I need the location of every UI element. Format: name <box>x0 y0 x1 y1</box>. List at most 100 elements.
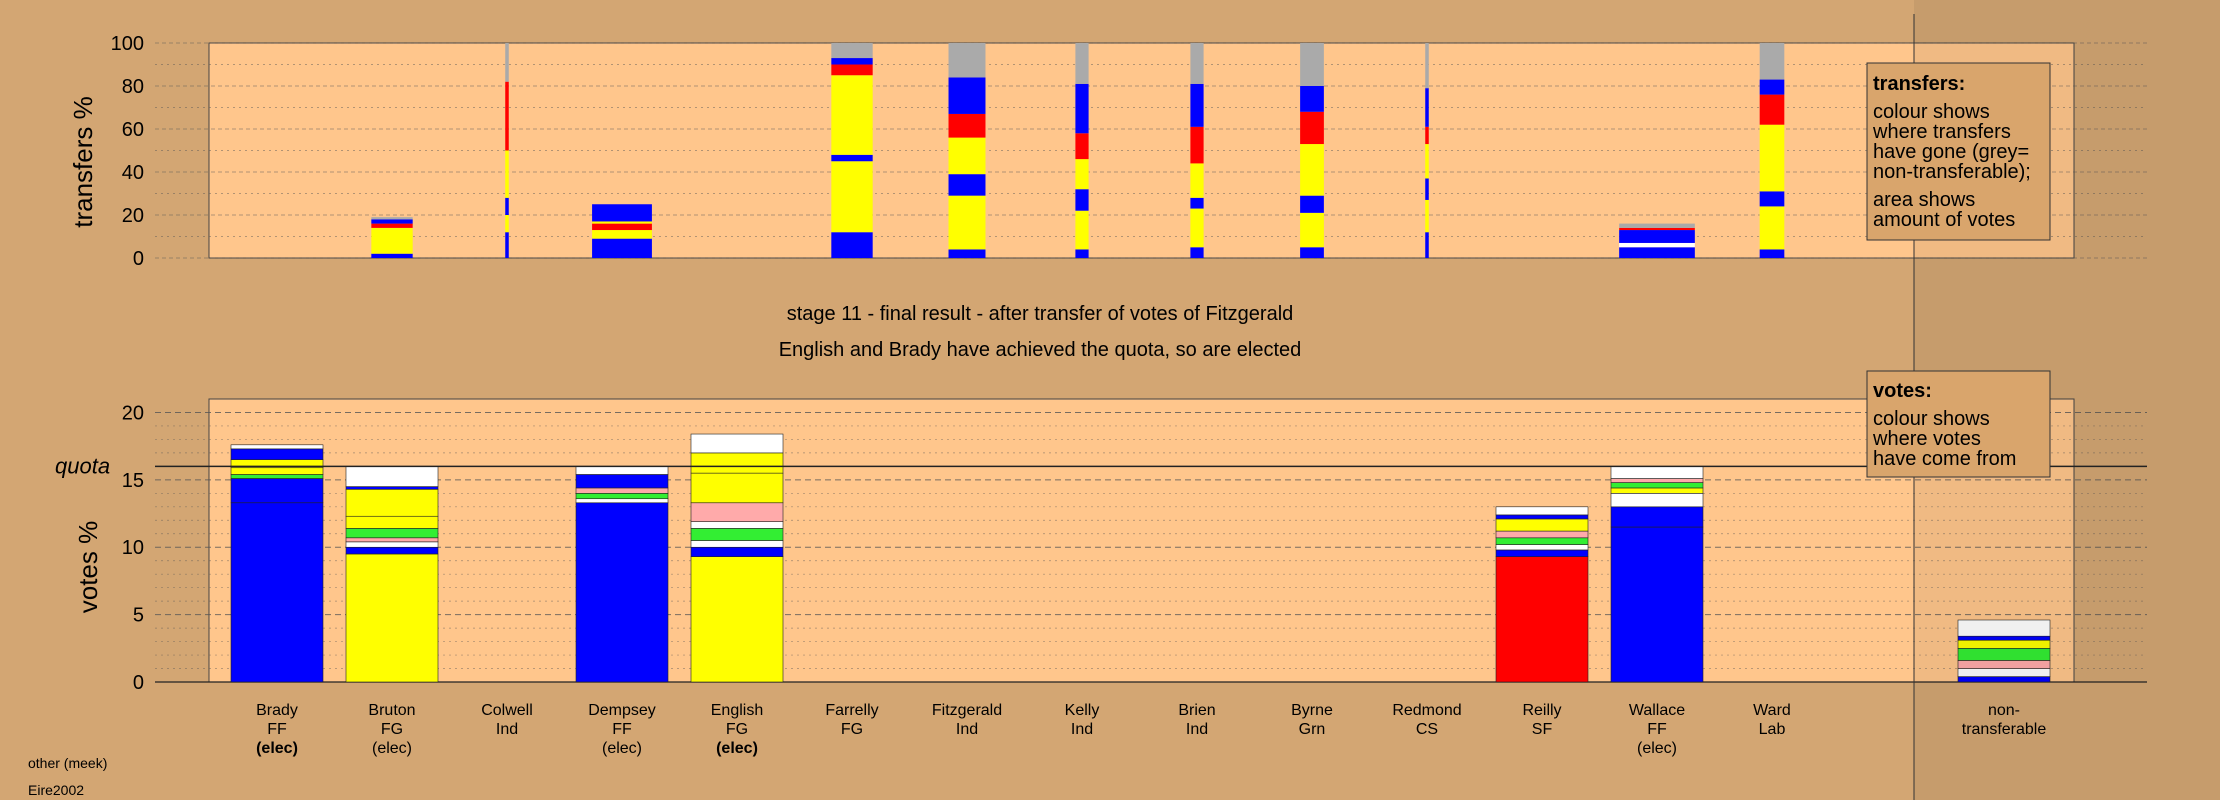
candidate-label-reilly: Reilly SF <box>1522 702 1561 738</box>
vote-segment <box>345 528 439 539</box>
vote-segment <box>690 556 784 683</box>
transfer-segment <box>1425 178 1429 200</box>
candidate-party: Grn <box>1299 721 1326 738</box>
transfer-segment <box>1619 247 1695 258</box>
transfer-segment <box>948 137 986 175</box>
vote-segment <box>1610 487 1704 494</box>
votes-bars <box>230 433 2051 683</box>
votes-legend-line: colour shows <box>1873 408 1990 430</box>
transfers-ytick: 60 <box>122 119 144 141</box>
transfer-segment <box>592 230 652 239</box>
vote-segment <box>1610 526 1704 683</box>
transfers-legend-line: where transfers <box>1872 121 2011 143</box>
candidate-name: Byrne <box>1291 702 1333 719</box>
candidate-label-dempsey: Dempsey FF (elec) <box>588 702 656 757</box>
votes-legend-title: votes: <box>1873 380 1932 402</box>
candidate-label-brien: Brien Ind <box>1178 702 1215 738</box>
candidate-label-ward: Ward Lab <box>1753 702 1791 738</box>
transfer-segment <box>1190 126 1204 164</box>
vote-segment <box>575 502 669 683</box>
vote-segment <box>345 541 439 548</box>
vote-segment <box>575 474 669 489</box>
stage-title: stage 11 - final result - after transfer… <box>787 303 1294 325</box>
vote-segment <box>1495 514 1589 520</box>
footer-election: Eire2002 <box>28 782 84 798</box>
vote-bar-reilly <box>1495 506 1589 683</box>
transfers-bars <box>371 43 1785 258</box>
vote-segment <box>345 546 439 555</box>
transfer-segment <box>948 113 986 138</box>
candidate-name: Colwell <box>481 702 533 719</box>
transfer-segment <box>1425 88 1429 127</box>
candidate-party: SF <box>1532 721 1553 738</box>
transfer-segment <box>831 232 873 258</box>
votes-ytick: 5 <box>133 605 144 627</box>
candidate-label-wallace: Wallace FF (elec) <box>1629 702 1685 757</box>
transfer-segment <box>505 150 509 198</box>
vote-segment <box>230 502 324 683</box>
transfers-ytick: 20 <box>122 205 144 227</box>
transfer-segment <box>1300 247 1324 258</box>
nontransferable-label: non- <box>1988 702 2020 719</box>
vote-bar-bruton <box>345 466 439 683</box>
candidate-name: Redmond <box>1392 702 1461 719</box>
candidate-label-redmond: Redmond CS <box>1392 702 1461 738</box>
transfer-segment <box>1759 191 1785 207</box>
transfer-segment <box>1075 189 1089 211</box>
vote-bar-english <box>690 433 784 683</box>
candidate-label-colwell: Colwell Ind <box>481 702 533 738</box>
vote-segment <box>1495 518 1589 532</box>
vote-segment <box>1495 506 1589 516</box>
transfer-segment <box>592 221 652 224</box>
candidate-name: Farrelly <box>825 702 878 719</box>
transfer-segment <box>505 215 509 233</box>
transfer-bar-bruton <box>371 217 413 258</box>
transfer-segment <box>948 77 986 114</box>
transfers-ytick: 0 <box>133 248 144 270</box>
candidate-status: (elec) <box>256 740 298 757</box>
transfer-segment <box>505 81 509 151</box>
vote-segment <box>1610 506 1704 528</box>
candidate-label-english: English FG (elec) <box>711 702 763 757</box>
transfer-segment <box>371 253 413 258</box>
transfer-segment <box>1425 232 1429 258</box>
candidate-label-brady: Brady FF (elec) <box>256 702 298 757</box>
vote-segment <box>575 493 669 500</box>
votes-ytick: 20 <box>122 402 144 424</box>
transfer-segment <box>948 174 986 196</box>
vote-segment <box>1610 482 1704 489</box>
transfer-segment <box>1190 83 1204 127</box>
transfer-segment <box>371 223 413 228</box>
candidate-name: Ward <box>1753 702 1791 719</box>
vote-segment <box>690 521 784 529</box>
votes-y-axis: 0 5 10 15 20 <box>122 402 144 694</box>
candidate-label-fitzgerald: Fitzgerald Ind <box>932 702 1002 738</box>
vote-segment <box>690 433 784 454</box>
stage-subtitle: English and Brady have achieved the quot… <box>779 339 1302 361</box>
transfers-legend-line: amount of votes <box>1873 209 2015 231</box>
transfer-segment <box>831 75 873 155</box>
vote-segment <box>345 466 439 487</box>
transfer-segment <box>831 43 873 59</box>
votes-ytick: 0 <box>133 672 144 694</box>
votes-grid <box>155 411 2147 683</box>
vote-segment <box>230 444 324 450</box>
transfer-segment <box>592 238 652 258</box>
transfer-bar-redmond <box>1425 43 1429 258</box>
votes-legend-line: have come from <box>1873 448 2016 470</box>
transfer-bar-wallace <box>1619 223 1695 258</box>
vote-segment <box>690 540 784 548</box>
votes-plot-area <box>208 398 2075 683</box>
transfer-bar-byrne <box>1300 43 1324 258</box>
vote-bar-brady <box>230 444 324 683</box>
candidate-status: (elec) <box>1637 740 1677 757</box>
transfer-segment <box>592 223 652 231</box>
transfer-segment <box>1425 43 1429 89</box>
transfer-segment <box>1425 144 1429 179</box>
candidate-party: FF <box>267 721 287 738</box>
transfer-segment <box>1759 94 1785 125</box>
transfer-bar-dempsey <box>592 204 652 258</box>
